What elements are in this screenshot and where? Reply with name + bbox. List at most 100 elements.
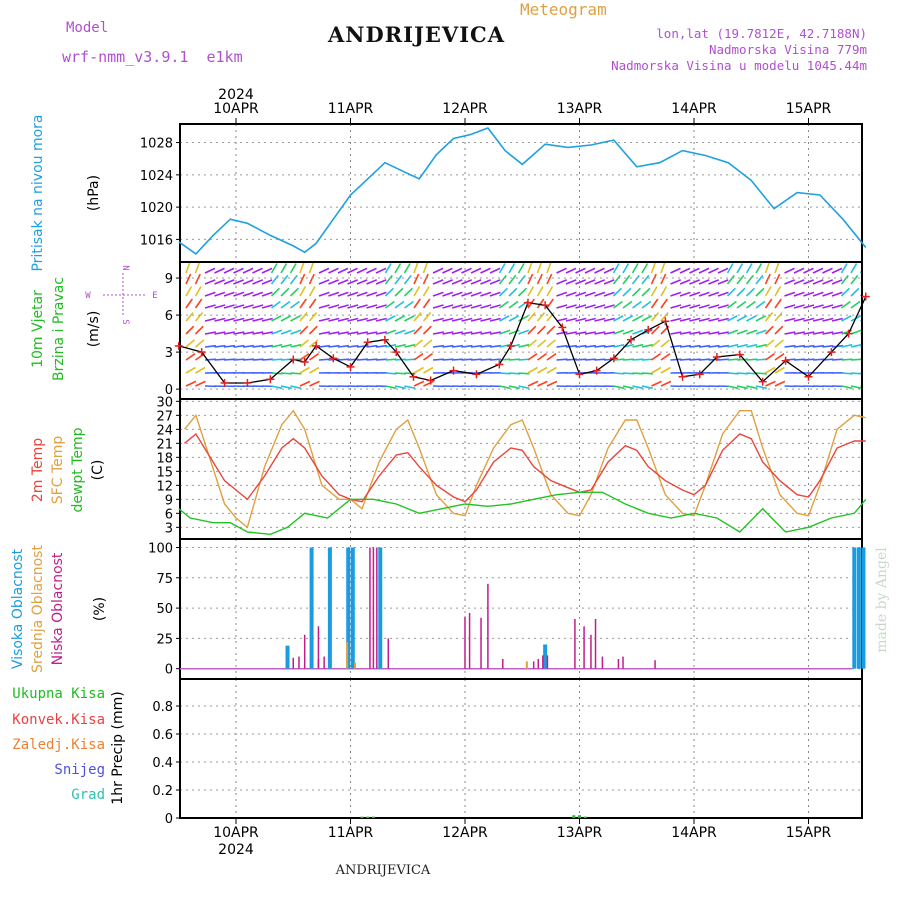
wind-arrow — [650, 262, 657, 274]
wind-arrow — [347, 291, 359, 297]
wind-arrow — [518, 315, 529, 322]
wind-arrow — [451, 304, 463, 309]
wind-arrow — [536, 286, 544, 297]
wind-arrow — [746, 315, 757, 322]
wind-arrow — [432, 344, 445, 348]
wind-arrow — [660, 286, 668, 297]
wind-arrow — [746, 358, 758, 361]
panel-frame-precip — [179, 678, 863, 819]
wind-arrow — [660, 273, 667, 285]
wind-arrow — [565, 304, 577, 309]
wind-arrow — [622, 358, 635, 361]
wind-arrow — [546, 366, 557, 374]
tick-label-temp: 6 — [165, 507, 173, 522]
wind-arrow — [840, 274, 849, 285]
wind-arrow — [385, 315, 396, 322]
wind-arrow — [461, 291, 473, 297]
wind-arrow — [280, 343, 292, 348]
wind-arrow — [290, 343, 302, 348]
wind-arrow — [318, 304, 330, 309]
wind-arrow — [822, 267, 833, 274]
wind-arrow — [470, 279, 482, 285]
wind-arrow — [689, 344, 701, 348]
wind-arrow — [536, 312, 546, 322]
wind-arrow — [717, 317, 729, 322]
wind-arrow — [271, 358, 283, 361]
date-label-bottom: 13APR — [557, 825, 603, 841]
wind-arrow — [689, 317, 701, 322]
wind-arrow — [527, 353, 538, 361]
wind-arrow — [708, 317, 720, 322]
wind-arrow — [404, 385, 416, 390]
wind-arrow — [498, 263, 506, 274]
wind-arrow — [632, 315, 643, 322]
wind-arrow — [575, 291, 587, 297]
wind-arrow — [603, 291, 615, 297]
wind-arrow — [214, 358, 226, 361]
wind-arrow — [185, 366, 196, 374]
wind-arrow — [631, 274, 640, 285]
wind-arrow — [850, 287, 860, 297]
wind-arrow — [366, 344, 378, 348]
year-label-bottom: 2024 — [218, 842, 254, 858]
wind-arrow — [328, 317, 340, 322]
low-cloud-bar — [590, 634, 592, 669]
wind-arrow — [831, 317, 843, 322]
wind-arrow — [641, 315, 653, 322]
wind-arrow — [556, 358, 568, 361]
wind-arrow — [451, 344, 464, 348]
wind-arrow — [641, 274, 650, 285]
wind-arrow — [242, 358, 255, 361]
wind-arrow — [394, 343, 406, 348]
wind-arrow — [556, 317, 568, 322]
wind-arrow — [650, 273, 657, 285]
wind-arrow — [784, 331, 796, 335]
wind-arrow — [480, 267, 491, 274]
wind-arrow — [366, 291, 378, 297]
wind-arrow — [508, 329, 520, 335]
wind-arrow — [385, 329, 397, 335]
wind-arrow — [708, 344, 720, 348]
wind-arrow — [270, 287, 280, 297]
wind-arrow — [204, 331, 216, 335]
tick-label-temp: 18 — [156, 451, 173, 466]
wind-arrow — [850, 358, 862, 361]
wind-arrow — [755, 287, 765, 297]
wind-arrow — [575, 358, 587, 361]
wind-arrow — [850, 300, 861, 309]
wind-arrow — [784, 279, 795, 285]
date-label-bottom: 14APR — [671, 825, 717, 841]
wind-arrow — [442, 344, 454, 348]
wind-arrow — [764, 262, 771, 274]
wind-arrow — [793, 358, 806, 361]
wind-arrow — [717, 291, 729, 297]
wind-arrow — [422, 325, 432, 335]
wind-arrow — [765, 353, 775, 361]
compass-s: S — [120, 319, 130, 324]
wind-arrow — [489, 331, 501, 335]
wind-arrow — [385, 358, 397, 361]
wind-arrow — [812, 279, 824, 285]
wind-arrow — [233, 344, 245, 348]
wind-arrow — [651, 353, 661, 361]
wind-arrow — [461, 344, 473, 348]
date-label-bottom: 11APR — [328, 825, 374, 841]
wind-arrow — [584, 291, 596, 297]
low-cloud-bar — [376, 547, 378, 669]
wind-arrow — [280, 329, 292, 335]
tick-label-temp: 9 — [165, 493, 173, 508]
wind-arrow — [803, 267, 814, 274]
wind-arrow — [356, 291, 368, 297]
wind-arrow — [565, 358, 578, 361]
date-label-top: 14APR — [671, 101, 717, 117]
wind-arrow — [308, 273, 315, 285]
wind-arrow — [565, 267, 577, 274]
high-cloud-bar — [350, 547, 355, 669]
wind-arrow — [613, 343, 625, 348]
wind-arrow — [679, 331, 691, 335]
wind-arrow — [603, 317, 615, 322]
wind-arrow — [204, 317, 216, 322]
wind-arrow — [252, 267, 263, 274]
wind-arrow — [641, 287, 651, 297]
low-cloud-bar — [298, 656, 300, 669]
